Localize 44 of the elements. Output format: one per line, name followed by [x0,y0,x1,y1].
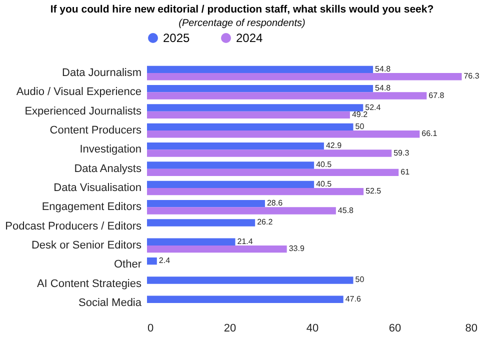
data-label: 28.6 [266,198,284,208]
data-label: 45.8 [338,206,354,215]
data-label: 26.2 [257,218,274,227]
data-label: 21.4 [237,236,254,246]
y-tick-label: Social Media [78,296,142,309]
y-tick-label: Data Journalism [62,67,142,80]
y-tick-label: Content Producers [50,124,142,137]
data-label: 59.3 [394,148,410,158]
data-label: 61 [400,167,410,176]
y-tick-label: Experienced Journalists [24,105,142,118]
x-tick-label: 20 [224,322,236,334]
legend-label: 2024 [236,31,264,45]
x-tick-label: 40 [306,322,319,334]
data-label: 50 [355,275,365,284]
y-tick-label: Investigation [80,144,142,156]
data-label: 47.6 [345,294,362,304]
data-label: 50 [355,122,365,131]
data-label: 33.9 [288,244,305,254]
data-label: 52.4 [365,102,382,112]
data-label: 67.8 [428,90,445,100]
data-label: 42.9 [326,141,342,150]
y-tick-label: Engagement Editors [42,201,142,214]
data-label: 40.5 [316,179,332,188]
y-tick-label: Audio / Visual Experience [16,86,142,98]
chart-subtitle: (Percentage of respondents) [178,18,306,29]
y-tick-label: Data Visualisation [54,182,142,194]
y-tick-label: Podcast Producers / Editors [5,220,142,232]
chart-title: If you could hire new editorial / production staff, what skills would you seek? [50,4,434,16]
data-label: 76.3 [464,72,480,81]
data-label: 2.4 [158,256,171,266]
x-tick-label: 80 [465,322,478,334]
y-tick-label: AI Content Strategies [36,278,142,290]
data-label: 66.1 [422,129,438,138]
data-label: 49.2 [352,110,368,119]
x-tick-label: 60 [388,322,402,334]
y-tick-label: Data Analysts [74,162,142,175]
data-label: 52.5 [366,186,382,196]
data-label: 40.5 [316,160,332,170]
data-label: 54.8 [375,64,392,74]
x-tick-label: 0 [148,322,154,334]
y-tick-label: Desk or Senior Editors [31,239,142,252]
data-label: 54.8 [375,84,392,93]
legend-label: 2025 [163,31,190,45]
y-tick-label: Other [114,258,142,271]
